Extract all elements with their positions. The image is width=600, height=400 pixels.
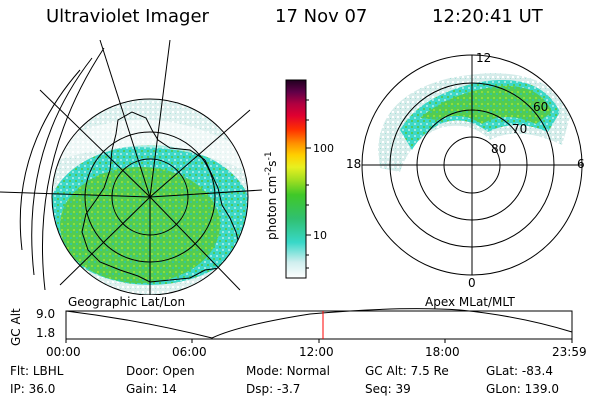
mlat-label-80: 80 — [491, 142, 506, 156]
mlt-label-6: 6 — [577, 157, 585, 171]
altitude-y-max: 9.0 — [36, 307, 56, 321]
mlt-label-0: 0 — [468, 276, 476, 290]
meridian — [0, 191, 151, 198]
altitude-strip-chart: GC Alt — [9, 308, 573, 346]
glon-info: GLon: 139.0 — [486, 382, 559, 396]
time-label: 23:59 — [552, 345, 587, 359]
app-title: Ultraviolet Imager — [46, 6, 209, 27]
mlt-label-12: 12 — [476, 51, 491, 65]
time-label: 06:00 — [172, 345, 207, 359]
outer-lat-arc-2 — [31, 57, 93, 276]
meridian — [59, 196, 151, 286]
door-info: Door: Open — [126, 364, 195, 378]
time-label: 12:00 — [299, 345, 334, 359]
colorbar-tick-label-100: 100 — [313, 142, 334, 155]
outer-lat-arc-3 — [41, 47, 105, 291]
date-label: 17 Nov 07 — [275, 6, 368, 27]
filter-info: Flt: LBHL — [10, 364, 64, 378]
mode-info: Mode: Normal — [246, 364, 330, 378]
auroral-image-mlt — [378, 73, 572, 172]
mlat-mlt-polar-plot: 12 18 6 0 60 70 80 — [346, 51, 585, 290]
meridian — [149, 189, 262, 198]
meridian — [99, 40, 151, 198]
mlat-label-60: 60 — [533, 100, 548, 114]
ip-info: IP: 36.0 — [10, 382, 56, 396]
earth-limb — [51, 98, 249, 295]
mlt-label-18: 18 — [346, 157, 361, 171]
colorbar: 100 10 photon cm-2s-1 — [264, 79, 334, 279]
geographic-map — [0, 40, 262, 295]
time-label: 12:20:41 UT — [432, 6, 543, 27]
meridian — [149, 109, 251, 198]
altitude-plot-frame — [65, 310, 573, 340]
colorbar-unit-label: photon cm-2s-1 — [264, 151, 279, 240]
altitude-axis-label: GC Alt — [9, 308, 23, 346]
meridian — [149, 196, 241, 291]
colorbar-tick-label-10: 10 — [313, 229, 327, 242]
meridian — [149, 40, 171, 198]
meridian — [39, 89, 151, 198]
seq-info: Seq: 39 — [365, 382, 411, 396]
altitude-y-min: 1.8 — [36, 326, 56, 340]
coastline-antarctica — [81, 111, 241, 283]
outer-lat-arc-1 — [19, 69, 81, 251]
time-label: 18:00 — [425, 345, 460, 359]
mlat-label-70: 70 — [512, 122, 527, 136]
gain-info: Gain: 14 — [126, 382, 177, 396]
time-label: 00:00 — [46, 345, 81, 359]
glat-info: GLat: -83.4 — [486, 364, 553, 378]
altitude-curve — [65, 308, 573, 339]
left-panel-caption: Geographic Lat/Lon — [68, 295, 186, 309]
dsp-info: Dsp: -3.7 — [246, 382, 301, 396]
colorbar-gradient — [285, 79, 307, 279]
gc-alt-info: GC Alt: 7.5 Re — [365, 364, 449, 378]
right-panel-caption: Apex MLat/MLT — [425, 295, 515, 309]
